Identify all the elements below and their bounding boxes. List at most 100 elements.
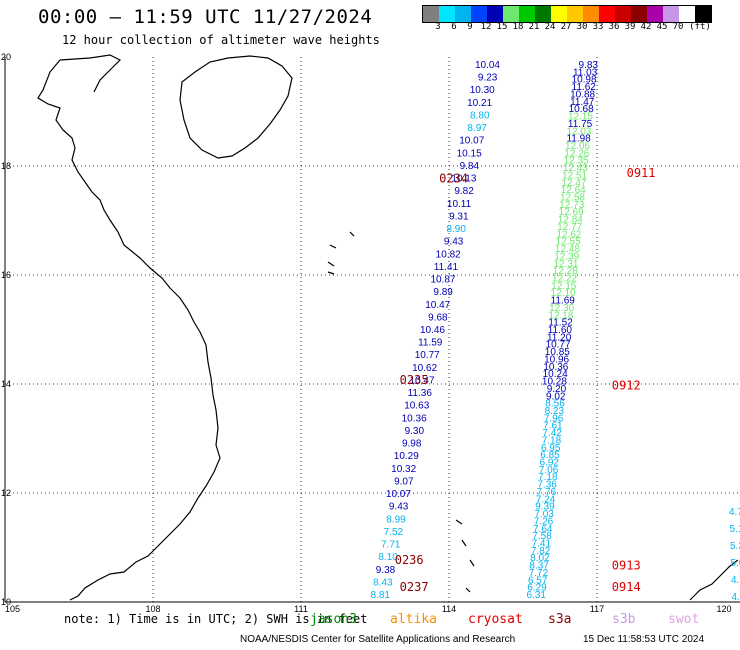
timestamp-text: 15 Dec 11:58:53 UTC 2024 — [583, 634, 705, 645]
colorbar-swatch — [647, 6, 663, 22]
wave-height-value: 7.96 — [544, 413, 564, 424]
satellite-legend-item: altika — [390, 612, 437, 627]
wave-height-value: 10.36 — [402, 413, 427, 424]
pass-number-label: 0913 — [612, 558, 641, 572]
wave-height-value: 10.24 — [543, 369, 568, 380]
colorbar-tick-label: 39 — [624, 22, 636, 32]
wave-height-value: 10.28 — [542, 377, 567, 388]
wave-height-value: 10.21 — [467, 98, 492, 109]
wave-height-value: 9.02 — [546, 391, 566, 402]
wave-height-value: 7.06 — [539, 465, 559, 476]
colorbar-tick-label: 70 — [672, 22, 684, 32]
colorbar-tick-label: 3 — [435, 22, 441, 32]
wave-height-value: 11.69 — [551, 296, 576, 307]
wave-height-value: 9.68 — [428, 312, 448, 323]
wave-height-value: 7.61 — [543, 421, 563, 432]
vietnam-coast — [37, 54, 221, 601]
wave-height-value: 6.92 — [540, 458, 560, 469]
wave-height-value: 4.31 — [732, 592, 740, 603]
wave-height-value: 10.68 — [569, 104, 594, 115]
colorbar-tick-label: 12 — [480, 22, 492, 32]
wave-height-value: 8.90 — [446, 224, 466, 235]
wave-height-value: 12.06 — [565, 141, 590, 152]
wave-height-value: 6.57 — [528, 575, 548, 586]
wave-height-value: 10.36 — [543, 362, 568, 373]
colorbar-swatch — [439, 6, 455, 22]
wave-height-value: 11.59 — [418, 338, 443, 349]
wave-height-value: 9.30 — [405, 426, 425, 437]
colorbar-swatch — [551, 6, 567, 22]
wave-height-value: 8.43 — [373, 577, 393, 588]
wave-height-value: 10.29 — [394, 451, 419, 462]
wave-height-value: 9.38 — [376, 565, 396, 576]
longitude-label: 111 — [294, 604, 308, 614]
wave-height-value: 12.77 — [557, 222, 582, 233]
satellite-legend-item: s3b — [612, 612, 636, 627]
wave-height-value: 8.99 — [386, 514, 406, 525]
map-grid — [4, 57, 740, 603]
wave-height-value: 11.36 — [408, 388, 433, 399]
wave-height-value: 10.87 — [430, 275, 455, 286]
colorbar-swatch — [615, 6, 631, 22]
pass-number-label: 0236 — [395, 553, 424, 567]
wave-height-value: 4.7 — [729, 507, 740, 518]
satellite-legend-item: swot — [668, 612, 700, 627]
colorbar-swatch — [695, 6, 711, 22]
wave-height-value: 11.62 — [572, 82, 597, 93]
wave-height-value: 7.24 — [536, 494, 556, 505]
wave-height-value: 12.31 — [553, 259, 578, 270]
colorbar-swatch — [599, 6, 615, 22]
satellite-legend-item: cryosat — [468, 612, 523, 627]
wave-height-value: 12.39 — [554, 251, 579, 262]
wave-height-value: 10.04 — [475, 60, 500, 71]
colorbar-ticks: 3 6 9 12 15 18 21 24 27 30 33 36 39 42 45 70 (ft) — [422, 22, 740, 34]
wave-height-value: 9.43 — [444, 237, 464, 248]
latitude-label: 16 — [1, 270, 11, 280]
wave-height-value: 12.43 — [563, 163, 588, 174]
colorbar-swatch — [535, 6, 551, 22]
colorbar-unit-label: (ft) — [689, 22, 711, 32]
wave-height-value: 11.47 — [570, 97, 595, 108]
wave-height-value: 12.35 — [564, 156, 589, 167]
pass-number-label: 0912 — [612, 378, 641, 392]
wave-height-value: 10.11 — [447, 199, 472, 210]
wave-height-value: 9.82 — [454, 186, 474, 197]
colorbar-swatch — [487, 6, 503, 22]
wave-height-value: 10.96 — [544, 354, 569, 365]
colorbar-tick-label: 30 — [576, 22, 588, 32]
colorbar-swatch — [519, 6, 535, 22]
wave-height-value: 10.47 — [425, 300, 450, 311]
wave-height-value: 11.60 — [548, 325, 573, 336]
wave-height-value: 12.18 — [548, 310, 573, 321]
wave-height-value: 12.15 — [568, 112, 593, 123]
wave-height-value: 10.77 — [415, 350, 440, 361]
altimeter-tracks: 10.049.2310.3010.218.808.9710.0710.159.8… — [371, 60, 740, 603]
wave-height-value: 12.62 — [556, 229, 581, 240]
wave-height-value: 10.88 — [570, 89, 595, 100]
wave-height-value: 10.63 — [404, 401, 429, 412]
wave-height-value: 6.85 — [540, 450, 560, 461]
latitude-label: 10 — [1, 597, 11, 607]
pass-labels: 0234 0235 0236 0237 0911 0912 0913 0914 — [395, 166, 656, 594]
wave-height-value: 9.98 — [402, 439, 422, 450]
wave-height-value: 9.39 — [535, 502, 555, 513]
wave-height-value: 12.58 — [560, 193, 585, 204]
wave-height-value: 8.23 — [545, 406, 565, 417]
wave-height-value: 6.95 — [541, 443, 561, 454]
colorbar-tick-label: 6 — [451, 22, 457, 32]
longitude-label: 114 — [442, 604, 456, 614]
wave-height-value: 9.89 — [433, 287, 453, 298]
wave-height-value: 12.73 — [559, 200, 584, 211]
credit-text: NOAA/NESDIS Center for Satellite Applica… — [240, 634, 516, 645]
wave-height-value: 10.30 — [470, 85, 495, 96]
pass-number-label: 0914 — [612, 580, 641, 594]
wave-height-value: 12.26 — [564, 148, 589, 159]
wave-height-value: 11.75 — [568, 119, 593, 130]
wave-height-value: 7.03 — [534, 509, 554, 520]
wave-height-value: 9.23 — [478, 73, 498, 84]
wave-height-value: 9.83 — [579, 60, 599, 71]
latitude-label: 14 — [1, 379, 11, 389]
wave-height-value: 12.69 — [559, 207, 584, 218]
page-title: 00:00 – 11:59 UTC 11/27/2024 — [38, 6, 373, 28]
